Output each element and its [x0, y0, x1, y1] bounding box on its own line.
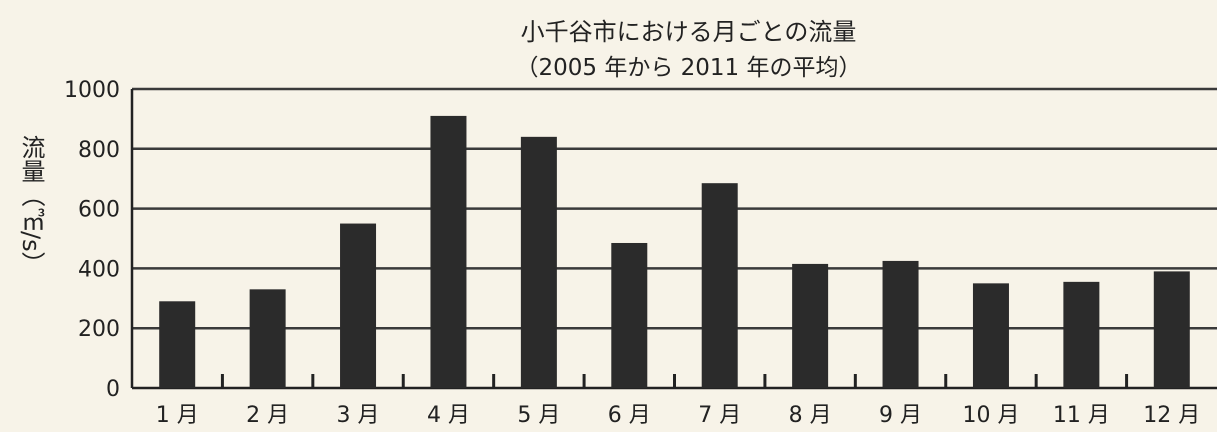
bar-4: [430, 115, 467, 388]
bar-8: [792, 263, 829, 388]
x-tick-label: 3 月: [337, 403, 380, 428]
bar-12: [1153, 271, 1190, 388]
bar-9: [882, 260, 919, 388]
chart-title: 小千谷市における月ごとの流量: [520, 18, 857, 46]
bar-3: [340, 223, 377, 388]
x-tick-label: 1 月: [156, 403, 199, 428]
y-tick-label: 200: [78, 317, 120, 342]
bar-7: [701, 183, 738, 388]
bar-6: [611, 242, 648, 388]
x-tick-label: 9 月: [879, 403, 922, 428]
bar-10: [972, 283, 1009, 388]
x-tick-label: 10 月: [962, 403, 1019, 428]
y-axis-label: 流量（㎥/s）: [17, 135, 45, 276]
bar-1: [159, 301, 196, 388]
x-tick-label: 8 月: [789, 403, 832, 428]
bar-11: [1063, 281, 1100, 388]
x-tick-label: 6 月: [608, 403, 651, 428]
bar-2: [249, 289, 286, 388]
x-tick-label: 2 月: [246, 403, 289, 428]
x-tick-label: 12 月: [1143, 403, 1200, 428]
x-tick-label: 4 月: [427, 403, 470, 428]
y-tick-label: 400: [78, 257, 120, 282]
y-tick-label: 800: [78, 138, 120, 163]
x-tick-label: 5 月: [517, 403, 560, 428]
chart-subtitle: （2005 年から 2011 年の平均）: [515, 55, 862, 81]
y-tick-label: 0: [106, 377, 120, 402]
x-tick-label: 7 月: [698, 403, 741, 428]
bar-5: [520, 136, 557, 388]
y-tick-label: 1000: [64, 78, 120, 103]
y-tick-label: 600: [78, 198, 120, 223]
x-tick-label: 11 月: [1053, 403, 1110, 428]
